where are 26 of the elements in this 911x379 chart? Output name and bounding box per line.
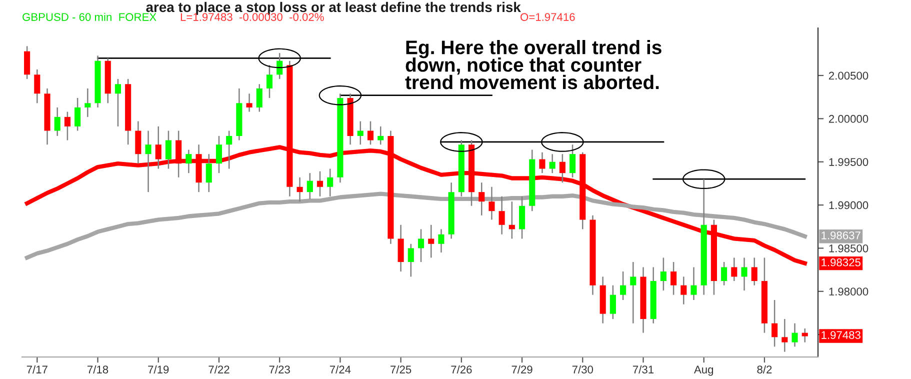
- y-tick-label: 1.98500: [829, 244, 868, 252]
- y-tick-label: 2.00500: [828, 72, 868, 80]
- text: L=1.97483 -0.00030 -0.02%: [180, 13, 324, 21]
- x-tick-label: 7/24: [330, 365, 351, 374]
- data-label: 1.98325: [822, 258, 860, 266]
- x-tick-label: 8/2: [757, 365, 772, 374]
- x-tick-label: 7/30: [572, 365, 594, 374]
- x-tick-label: 7/29: [512, 365, 532, 374]
- y-tick-label: 1.99000: [829, 201, 868, 210]
- x-tick-label: 7/19: [148, 365, 169, 374]
- x-tick-label: Aug: [694, 366, 714, 376]
- x-tick-label: 7/26: [451, 365, 472, 374]
- annotation: 1.97483: [822, 331, 860, 339]
- x-tick-label: 7/25: [390, 365, 412, 374]
- x-tick-label: 7/23: [269, 365, 290, 374]
- chart-subtitle: GBPUSD - 60 min FOREX: [22, 12, 156, 21]
- y-tick-label: 2.00000: [828, 114, 868, 123]
- text: O=1.97416: [520, 13, 575, 21]
- x-tick-label: 7/31: [633, 365, 654, 374]
- x-tick-label: 7/22: [208, 365, 230, 374]
- x-tick-label: 7/18: [88, 365, 108, 374]
- y-tick-label: 1.98000: [829, 288, 868, 296]
- annotation: Eg. Here the overall trend is down, notice that counter trend movement is aborted.: [405, 40, 662, 90]
- x-tick-label: 7/17: [26, 365, 48, 374]
- data-label: 1.98637: [822, 231, 860, 240]
- y-tick-label: 1.99500: [829, 158, 868, 166]
